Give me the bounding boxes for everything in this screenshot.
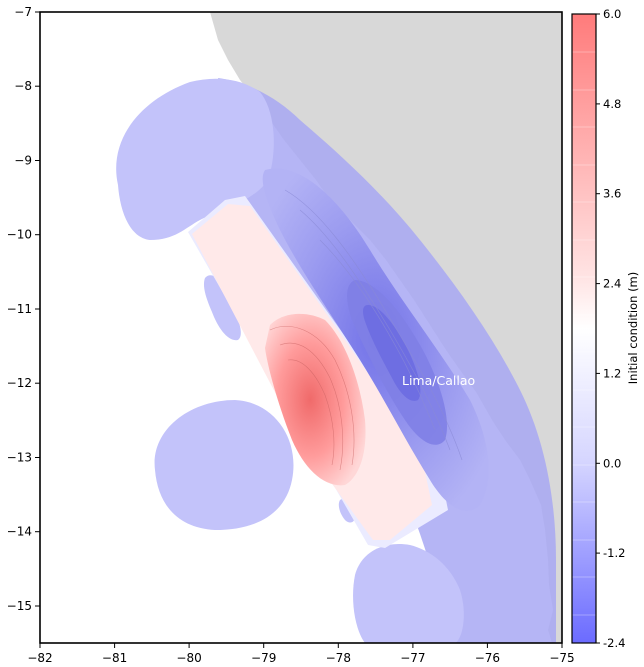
uplift-core — [265, 313, 366, 486]
y-tick-label: −11 — [7, 302, 32, 316]
x-tick-label: −79 — [251, 651, 276, 665]
colorbar-frame — [571, 13, 597, 644]
y-tick-label: −14 — [7, 525, 32, 539]
y-tick-label: −13 — [7, 451, 32, 465]
west-blob-1 — [203, 275, 241, 341]
y-tick-label: −7 — [14, 5, 32, 19]
x-tick-label: −82 — [27, 651, 52, 665]
contour-lines — [284, 189, 463, 461]
colorbar-tick: 4.8 — [603, 97, 621, 111]
x-tick-label: −81 — [102, 651, 127, 665]
x-tick-label: −75 — [549, 651, 574, 665]
colorbar-tick: -1.2 — [603, 546, 625, 560]
plot-frame — [39, 11, 563, 644]
y-tick-label: −9 — [14, 154, 32, 168]
south-blob — [353, 544, 464, 643]
colorbar-tick: 0.0 — [603, 456, 621, 470]
colorbar: 6.0 4.8 3.6 2.4 1.2 0.0 -1.2 -2.4 Initia… — [571, 7, 640, 650]
small-blob — [338, 499, 356, 523]
colorbar-tick: 3.6 — [603, 187, 621, 201]
y-tick-label: −10 — [7, 228, 32, 242]
land-mass — [210, 12, 562, 643]
colorbar-gradient — [572, 14, 596, 643]
colorbar-tick: 1.2 — [603, 366, 621, 380]
x-tick-label: −78 — [326, 651, 351, 665]
colorbar-tick: -2.4 — [603, 636, 625, 650]
plot-area — [40, 12, 562, 643]
x-tick-label: −80 — [176, 651, 201, 665]
subsidence-innermost — [363, 305, 421, 401]
y-axis: −7 −8 −9 −10 −11 −12 −13 −14 −15 — [7, 5, 40, 613]
y-tick-label: −15 — [7, 599, 32, 613]
x-tick-label: −77 — [400, 651, 425, 665]
x-axis: −82 −81 −80 −79 −78 −77 −76 −75 — [27, 643, 575, 665]
y-tick-label: −8 — [14, 79, 32, 93]
colorbar-tick: 6.0 — [603, 7, 621, 21]
x-tick-label: −76 — [475, 651, 500, 665]
colorbar-tick: 2.4 — [603, 277, 621, 291]
y-tick-label: −12 — [7, 376, 32, 390]
uplift-contours — [269, 326, 355, 471]
colorbar-title: Initial condition (m) — [626, 272, 640, 384]
south-west-blob — [154, 400, 294, 530]
city-label: Lima/Callao — [402, 373, 475, 388]
